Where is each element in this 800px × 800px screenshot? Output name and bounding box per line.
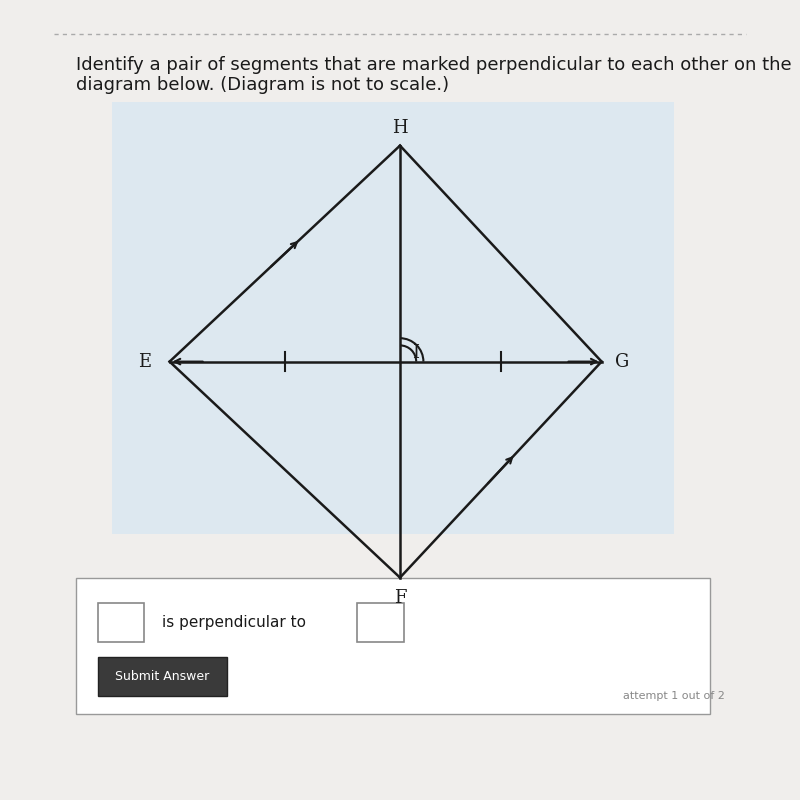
Bar — [76, 578, 710, 714]
Bar — [98, 657, 227, 696]
Text: E: E — [138, 353, 151, 370]
Bar — [112, 102, 674, 534]
Bar — [98, 603, 145, 642]
Text: is perpendicular to: is perpendicular to — [162, 614, 306, 630]
Text: Submit Answer: Submit Answer — [115, 670, 210, 682]
Text: Identify a pair of segments that are marked perpendicular to each other on the
d: Identify a pair of segments that are mar… — [76, 56, 792, 94]
Text: attempt 1 out of 2: attempt 1 out of 2 — [622, 691, 725, 702]
Bar — [357, 603, 404, 642]
Text: G: G — [614, 353, 629, 370]
Text: H: H — [392, 118, 408, 137]
Text: F: F — [394, 589, 406, 606]
Text: I: I — [412, 344, 419, 362]
